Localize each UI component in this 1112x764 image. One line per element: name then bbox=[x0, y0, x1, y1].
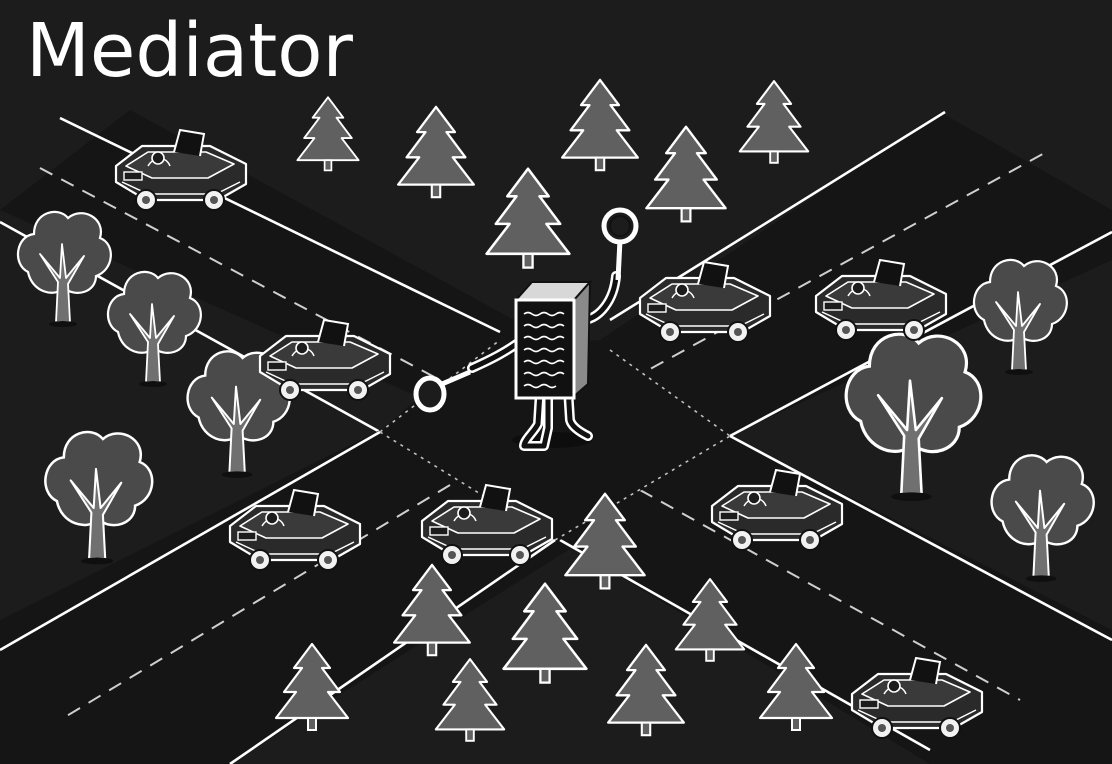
mediator-character bbox=[413, 207, 639, 451]
page-title: Mediator bbox=[26, 8, 353, 94]
